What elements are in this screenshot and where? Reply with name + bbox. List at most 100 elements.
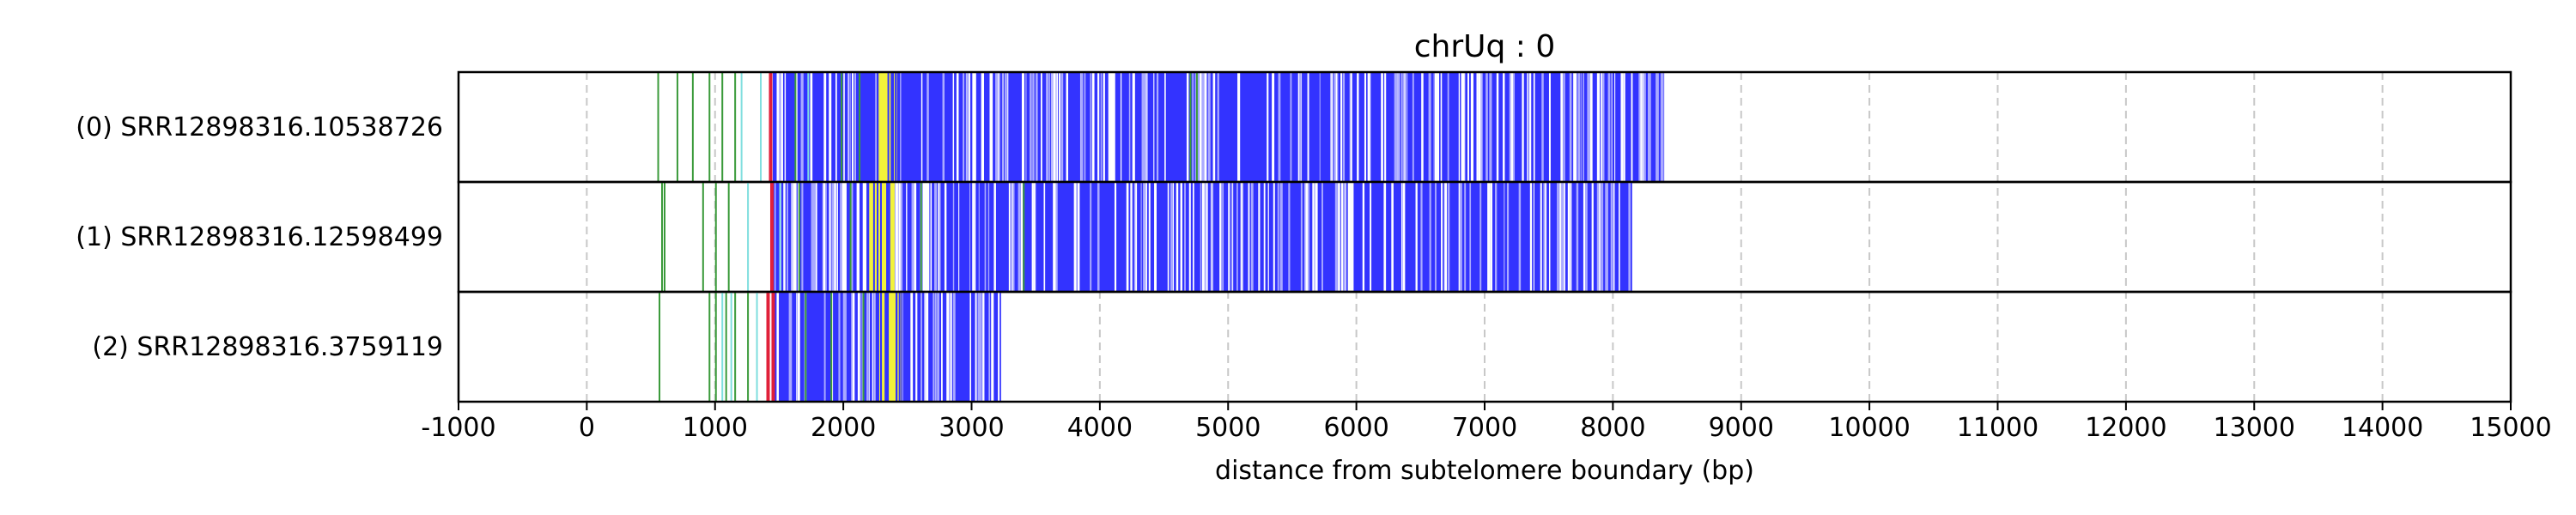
repeat-gap bbox=[823, 292, 826, 402]
cyan-mark bbox=[740, 72, 743, 182]
green-mark bbox=[708, 72, 711, 182]
read-label: (2) SRR12898316.3759119 bbox=[92, 332, 443, 362]
repeat-gap bbox=[1458, 72, 1461, 182]
repeat-gap bbox=[866, 182, 867, 292]
green-mark bbox=[691, 72, 694, 182]
repeat-gap bbox=[1277, 182, 1279, 292]
repeat-gap bbox=[1638, 72, 1641, 182]
repeat-gap bbox=[1631, 72, 1633, 182]
green-mark bbox=[1023, 182, 1025, 292]
repeat-gap bbox=[974, 182, 976, 292]
yellow-gap bbox=[892, 72, 895, 182]
repeat-gap bbox=[1398, 72, 1400, 182]
repeat-gap bbox=[1589, 72, 1593, 182]
repeat-gap bbox=[831, 182, 835, 292]
repeat-gap bbox=[1272, 72, 1275, 182]
repeat-gap bbox=[1080, 72, 1084, 182]
green-mark bbox=[1195, 72, 1198, 182]
repeat-gap bbox=[1066, 72, 1068, 182]
repeat-gap bbox=[1143, 72, 1145, 182]
repeat-gap bbox=[796, 72, 798, 182]
repeat-gap bbox=[1184, 182, 1186, 292]
repeat-gap bbox=[787, 182, 788, 292]
repeat-gap bbox=[1518, 182, 1522, 292]
repeat-gap bbox=[1204, 182, 1206, 292]
repeat-gap bbox=[1053, 182, 1056, 292]
repeat-gap bbox=[1567, 182, 1571, 292]
repeat-gap bbox=[1562, 72, 1564, 182]
x-tick-label: 12000 bbox=[2085, 413, 2166, 443]
repeat-gap bbox=[1585, 182, 1588, 292]
repeat-gap bbox=[1391, 182, 1394, 292]
repeat-gap bbox=[1613, 182, 1615, 292]
repeat-gap bbox=[1601, 182, 1604, 292]
x-tick-label: 11000 bbox=[1957, 413, 2038, 443]
repeat-gap bbox=[1031, 182, 1035, 292]
read-track bbox=[457, 70, 2512, 184]
repeat-gap bbox=[1230, 182, 1232, 292]
repeat-gap bbox=[1406, 72, 1408, 182]
repeat-gap bbox=[812, 182, 816, 292]
repeat-gap bbox=[1090, 72, 1091, 182]
repeat-gap bbox=[1059, 72, 1061, 182]
repeat-gap bbox=[914, 182, 917, 292]
repeat-gap bbox=[1033, 182, 1036, 292]
repeat-gap bbox=[1400, 72, 1403, 182]
repeat-gap bbox=[1441, 182, 1443, 292]
repeat-gap bbox=[1362, 182, 1365, 292]
repeat-gap bbox=[1580, 72, 1582, 182]
repeat-gap bbox=[975, 292, 978, 402]
x-tick-label: 10000 bbox=[1828, 413, 1910, 443]
repeat-gap bbox=[1036, 72, 1038, 182]
yellow-gap bbox=[884, 292, 887, 402]
repeat-gap bbox=[1560, 72, 1563, 182]
repeat-gap bbox=[1206, 182, 1208, 292]
repeat-gap bbox=[1528, 72, 1532, 182]
repeat-gap bbox=[952, 182, 955, 292]
x-tick-label: 13000 bbox=[2214, 413, 2295, 443]
repeat-gap bbox=[862, 182, 865, 292]
repeat-gap bbox=[1607, 72, 1611, 182]
repeat-gap bbox=[1217, 72, 1219, 182]
repeat-gap bbox=[841, 182, 845, 292]
repeat-gap bbox=[1133, 182, 1138, 292]
repeat-gap bbox=[1601, 72, 1603, 182]
repeat-gap bbox=[1250, 182, 1254, 292]
repeat-gap bbox=[1307, 72, 1309, 182]
repeat-gap bbox=[902, 292, 903, 402]
repeat-gap bbox=[984, 182, 987, 292]
repeat-gap bbox=[1167, 182, 1170, 292]
repeat-gap bbox=[866, 292, 869, 402]
yellow-gap bbox=[879, 292, 882, 402]
repeat-gap bbox=[911, 182, 914, 292]
repeat-gap bbox=[1219, 182, 1222, 292]
repeat-gap bbox=[797, 292, 800, 402]
repeat-gap bbox=[1522, 72, 1524, 182]
repeat-gap bbox=[1055, 72, 1059, 182]
repeat-gap bbox=[849, 72, 851, 182]
repeat-gap bbox=[1201, 72, 1205, 182]
repeat-gap bbox=[1288, 182, 1291, 292]
repeat-gap bbox=[1434, 72, 1437, 182]
repeat-gap bbox=[987, 182, 990, 292]
repeat-gap bbox=[1599, 182, 1601, 292]
repeat-gap bbox=[845, 292, 847, 402]
repeat-gap bbox=[1448, 182, 1450, 292]
x-tick-label: 8000 bbox=[1580, 413, 1645, 443]
repeat-gap bbox=[1055, 182, 1058, 292]
repeat-gap bbox=[946, 292, 950, 402]
repeat-gap bbox=[1331, 72, 1334, 182]
yellow-gap bbox=[877, 182, 879, 292]
repeat-gap bbox=[1395, 72, 1398, 182]
repeat-gap bbox=[1197, 72, 1200, 182]
repeat-gap bbox=[1308, 182, 1310, 292]
repeat-gap bbox=[1186, 72, 1189, 182]
repeat-gap bbox=[963, 72, 965, 182]
repeat-gap bbox=[923, 182, 926, 292]
repeat-gap bbox=[1429, 182, 1431, 292]
cyan-mark bbox=[730, 292, 732, 402]
repeat-gap bbox=[982, 292, 985, 402]
yellow-gap bbox=[879, 182, 882, 292]
repeat-gap bbox=[1077, 182, 1080, 292]
repeat-gap bbox=[1267, 182, 1269, 292]
